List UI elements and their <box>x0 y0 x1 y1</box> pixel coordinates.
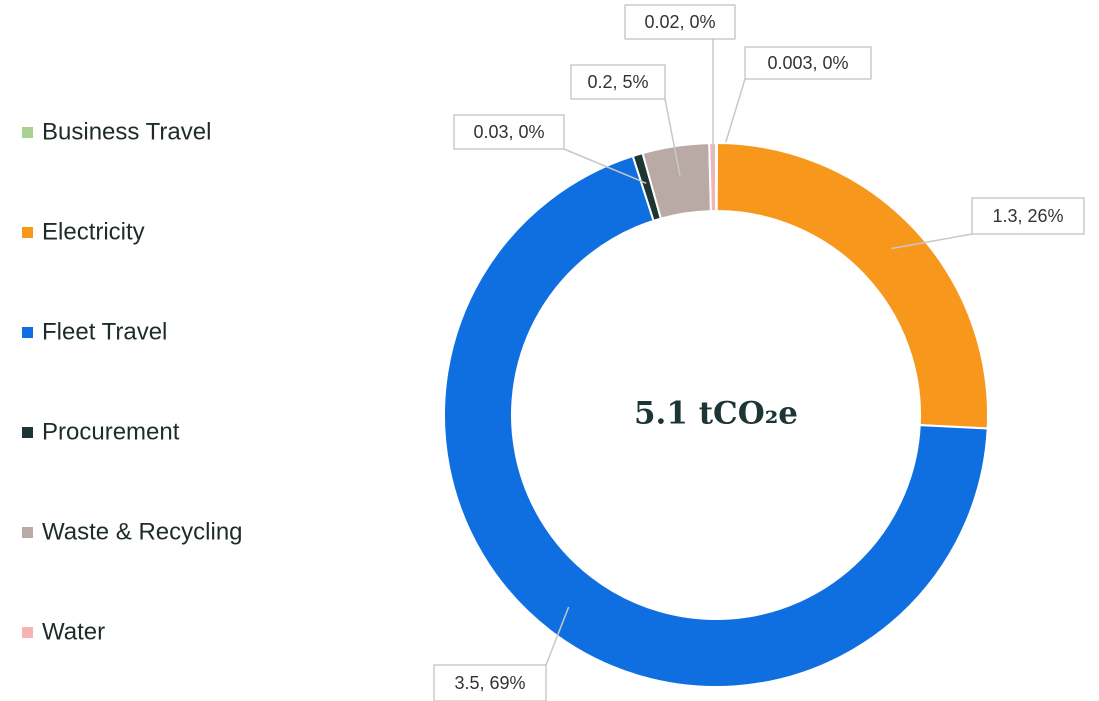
leader-line <box>891 233 973 250</box>
label-box <box>453 114 565 150</box>
slice <box>443 154 989 688</box>
center-label: 5.1 tCO₂e <box>634 396 798 432</box>
label-box <box>570 64 666 100</box>
label-box <box>744 46 872 80</box>
legend-swatch <box>22 227 33 238</box>
legend-swatch <box>22 527 33 538</box>
leader-line <box>545 606 570 666</box>
legend-label: Procurement <box>42 418 180 445</box>
legend-label: Water <box>42 618 105 645</box>
legend-label: Electricity <box>42 218 145 245</box>
label-box <box>433 664 547 701</box>
legend-swatch <box>22 427 33 438</box>
slice <box>715 141 989 430</box>
slice <box>708 141 717 213</box>
data-label: 0.2, 5% <box>587 72 648 92</box>
data-label: 3.5, 69% <box>454 673 525 693</box>
legend-label: Fleet Travel <box>42 318 167 345</box>
legend-label: Business Travel <box>42 118 211 145</box>
label-box <box>624 4 736 40</box>
leader-line <box>664 98 681 176</box>
legend-swatch <box>22 627 33 638</box>
label-box <box>971 197 1085 235</box>
data-label: 0.003, 0% <box>767 53 848 73</box>
leader-line <box>563 148 647 184</box>
legend-swatch <box>22 127 33 138</box>
legend-swatch <box>22 327 33 338</box>
legend-label: Waste & Recycling <box>42 518 243 545</box>
data-label: 0.02, 0% <box>644 12 715 32</box>
data-label: 0.03, 0% <box>473 122 544 142</box>
data-label: 1.3, 26% <box>992 206 1063 226</box>
